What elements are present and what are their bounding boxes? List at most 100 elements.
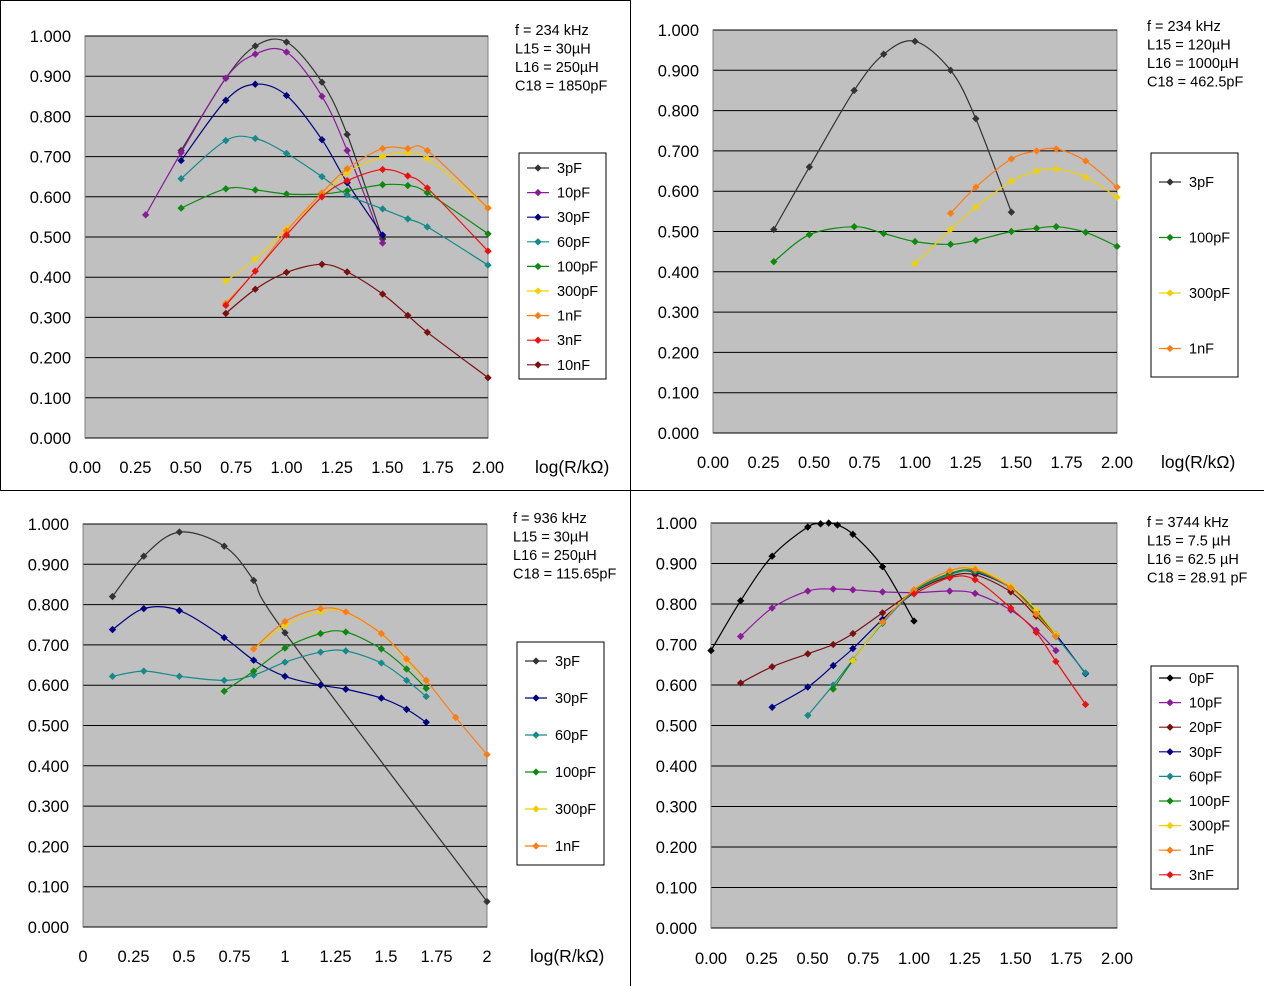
x-tick-label: 1.75 bbox=[422, 459, 454, 477]
data-point bbox=[484, 374, 492, 382]
series-line bbox=[180, 135, 489, 266]
series-100pF bbox=[177, 181, 492, 238]
data-point bbox=[404, 311, 412, 320]
data-point bbox=[377, 694, 386, 702]
chart-panel-1: 0.000 0.100 0.200 0.300 0.400 0.500 0.600 0.700… bbox=[30, 23, 610, 477]
x-tick-label: 1.00 bbox=[270, 459, 302, 477]
data-point bbox=[1082, 228, 1090, 236]
data-point bbox=[707, 646, 715, 655]
data-point bbox=[177, 156, 185, 165]
legend-label: 1nF bbox=[555, 839, 580, 855]
data-point bbox=[1052, 632, 1060, 641]
data-point bbox=[1032, 628, 1040, 637]
legend-swatch-marker bbox=[1166, 772, 1174, 781]
x-axis-title: log(R/kΩ) bbox=[535, 457, 609, 477]
data-point bbox=[220, 633, 228, 642]
data-point bbox=[770, 258, 778, 266]
data-point bbox=[251, 42, 259, 50]
x-tick-label: 1.25 bbox=[321, 459, 353, 477]
data-point bbox=[377, 659, 386, 667]
chart-panel-2: 0.000 0.100 0.200 0.300 0.400 0.500 0.600 0.700… bbox=[658, 19, 1244, 472]
data-point bbox=[342, 685, 350, 693]
data-point bbox=[175, 606, 184, 615]
annotation-line: f = 234 kHz bbox=[515, 23, 589, 39]
data-point bbox=[281, 621, 289, 630]
legend-swatch-marker bbox=[532, 768, 540, 776]
data-point bbox=[250, 656, 258, 664]
y-tick-label: 0.500 bbox=[30, 229, 71, 247]
x-tick-label: 2 bbox=[482, 948, 491, 966]
x-tick-label: 1.25 bbox=[949, 950, 981, 968]
series-3pF bbox=[108, 528, 491, 906]
data-point bbox=[483, 750, 491, 759]
legend-label: 1nF bbox=[1189, 843, 1214, 859]
annotation-line: L15 = 120µH bbox=[1147, 38, 1231, 54]
data-point bbox=[484, 261, 492, 269]
data-point bbox=[343, 177, 351, 185]
legend-swatch-marker bbox=[534, 311, 542, 320]
data-point bbox=[1007, 177, 1016, 185]
data-point bbox=[251, 186, 259, 194]
data-point bbox=[378, 181, 387, 189]
legend-swatch-marker bbox=[534, 361, 542, 369]
series-line bbox=[112, 531, 488, 902]
y-tick-label: 0.100 bbox=[658, 385, 699, 403]
data-point bbox=[829, 661, 837, 670]
y-tick-label: 0.500 bbox=[658, 224, 699, 242]
data-point bbox=[402, 665, 411, 673]
legend-label: 100pF bbox=[557, 259, 598, 275]
series-100pF bbox=[770, 222, 1121, 266]
data-point bbox=[251, 134, 259, 143]
x-tick-label: 0 bbox=[78, 948, 87, 966]
legend-label: 3pF bbox=[555, 654, 580, 670]
legend-box bbox=[1150, 152, 1239, 378]
legend-swatch-marker bbox=[1166, 748, 1174, 756]
x-tick-label: 1.25 bbox=[949, 454, 981, 472]
legend-label: 100pF bbox=[555, 765, 596, 781]
legend-label: 60pF bbox=[557, 235, 590, 251]
y-tick-label: 0.400 bbox=[28, 758, 69, 776]
x-tick-label: 0.25 bbox=[747, 454, 779, 472]
legend-label: 3nF bbox=[557, 333, 582, 349]
data-point bbox=[736, 632, 745, 641]
data-point bbox=[316, 604, 325, 613]
data-point bbox=[222, 277, 230, 285]
legend-label: 3pF bbox=[557, 161, 582, 177]
series-3nF bbox=[222, 165, 492, 310]
data-point bbox=[451, 713, 460, 722]
y-tick-label: 0.000 bbox=[28, 919, 69, 937]
y-tick-label: 0.600 bbox=[30, 189, 71, 207]
legend-label: 30pF bbox=[1189, 745, 1222, 761]
data-point bbox=[402, 705, 411, 714]
y-tick-label: 0.100 bbox=[28, 879, 69, 897]
y-tick-label: 0.300 bbox=[30, 309, 71, 327]
y-tick-label: 0.300 bbox=[656, 799, 697, 817]
legend-swatch-marker bbox=[534, 336, 542, 344]
data-point bbox=[849, 586, 857, 594]
y-tick-label: 0.000 bbox=[658, 425, 699, 443]
x-tick-label: 0.25 bbox=[117, 948, 149, 966]
x-tick-label: 1.75 bbox=[420, 948, 452, 966]
y-tick-label: 0.200 bbox=[656, 839, 697, 857]
legend-label: 30pF bbox=[557, 210, 590, 226]
data-point bbox=[1052, 145, 1060, 153]
data-point bbox=[946, 587, 954, 595]
data-point bbox=[946, 66, 955, 74]
annotation-line: f = 3744 kHz bbox=[1147, 515, 1229, 531]
x-tick-label: 1.5 bbox=[375, 948, 398, 966]
legend-label: 3pF bbox=[1189, 175, 1214, 191]
legend-label: 300pF bbox=[555, 802, 596, 818]
series-60pF bbox=[108, 647, 430, 701]
x-axis-title: log(R/kΩ) bbox=[530, 946, 604, 966]
annotation-line: L15 = 30µH bbox=[515, 42, 591, 58]
legend-swatch-marker bbox=[534, 188, 542, 197]
annotation-line: f = 234 kHz bbox=[1147, 19, 1221, 35]
y-tick-label: 0.400 bbox=[658, 264, 699, 282]
data-point bbox=[343, 191, 351, 199]
y-tick-label: 0.900 bbox=[28, 556, 69, 574]
data-point bbox=[1007, 227, 1016, 236]
data-point bbox=[1032, 147, 1041, 155]
annotation-line: L16 = 250µH bbox=[513, 548, 597, 564]
data-point bbox=[222, 185, 230, 193]
data-point bbox=[770, 225, 778, 234]
